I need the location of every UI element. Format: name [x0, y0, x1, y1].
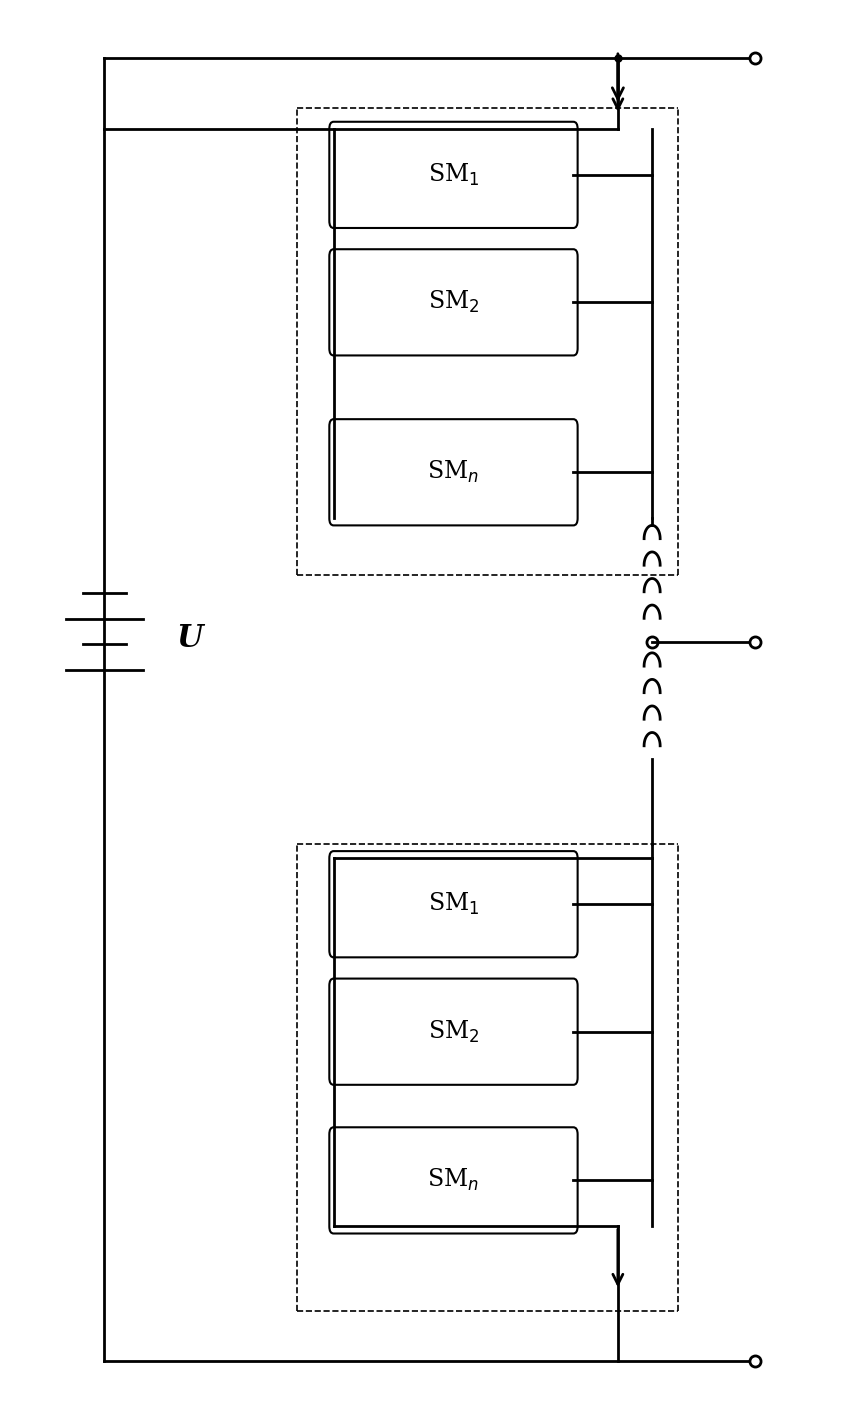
Text: SM$_n$: SM$_n$	[428, 1168, 479, 1193]
FancyBboxPatch shape	[329, 419, 577, 525]
FancyBboxPatch shape	[329, 122, 577, 228]
FancyBboxPatch shape	[329, 979, 577, 1084]
Text: SM$_1$: SM$_1$	[428, 162, 479, 187]
Text: U: U	[176, 623, 203, 654]
Text: SM$_2$: SM$_2$	[428, 1019, 479, 1044]
FancyBboxPatch shape	[329, 851, 577, 958]
Text: SM$_1$: SM$_1$	[428, 891, 479, 917]
Text: SM$_2$: SM$_2$	[428, 289, 479, 315]
Text: SM$_n$: SM$_n$	[428, 460, 479, 485]
FancyBboxPatch shape	[329, 1127, 577, 1233]
FancyBboxPatch shape	[329, 250, 577, 355]
